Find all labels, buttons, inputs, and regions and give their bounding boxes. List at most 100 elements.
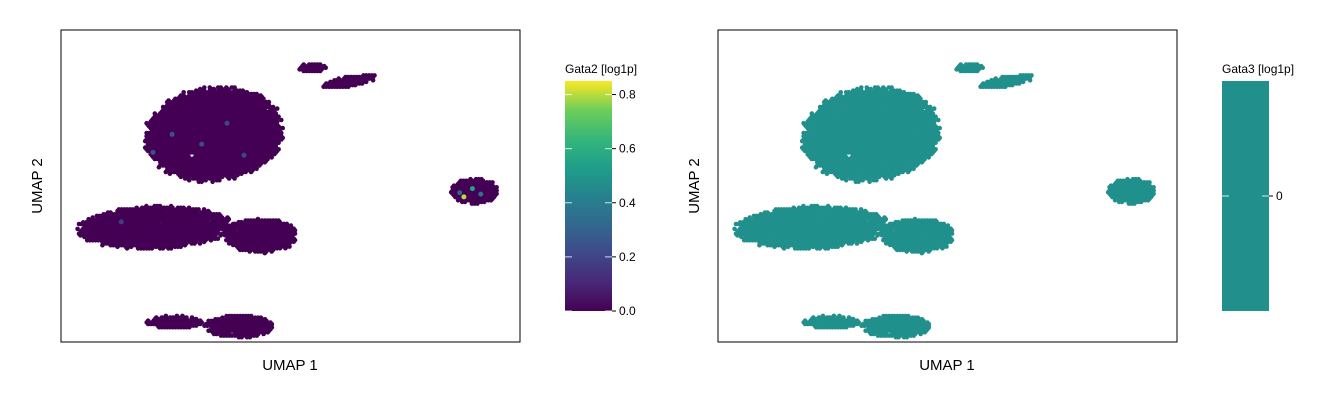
cluster-bottom-blob-b bbox=[202, 313, 275, 340]
cell-point bbox=[240, 88, 246, 93]
cell-point bbox=[205, 208, 211, 214]
umap-points bbox=[732, 62, 1156, 340]
expressing-cell-point bbox=[169, 131, 175, 137]
cell-point bbox=[220, 315, 225, 321]
colorbar-title: Gata2 [log1p] bbox=[565, 62, 637, 76]
cell-point bbox=[168, 203, 174, 209]
cell-point bbox=[262, 317, 268, 322]
cell-point bbox=[1029, 73, 1034, 78]
cell-point bbox=[210, 179, 215, 185]
cell-point bbox=[974, 62, 980, 67]
cell-point bbox=[270, 104, 276, 110]
cell-point bbox=[193, 316, 199, 322]
cell-point bbox=[152, 111, 158, 116]
cell-point bbox=[163, 313, 169, 319]
colorbar-gradient bbox=[565, 81, 612, 311]
x-axis-label: UMAP 1 bbox=[262, 357, 318, 374]
expressing-cell-point bbox=[224, 120, 230, 126]
umap-panel-gata3: UMAP 1 UMAP 2 Gata3 [log1p] 0 bbox=[686, 29, 1294, 374]
expressing-cell-point bbox=[478, 191, 484, 197]
cell-point bbox=[86, 216, 91, 222]
cell-point bbox=[232, 85, 237, 90]
cluster-top-right-strip-b bbox=[978, 73, 1034, 90]
cell-point bbox=[284, 221, 290, 227]
cell-point bbox=[157, 203, 163, 209]
cell-point bbox=[244, 164, 250, 170]
cluster-top-right-strip-b bbox=[321, 73, 377, 90]
umap-panel-gata2: UMAP 1 UMAP 2 Gata2 [log1p] 0.0 0.2 0.4 0.6… bbox=[29, 29, 637, 374]
expressing-cell-point bbox=[461, 194, 467, 200]
cell-point bbox=[145, 318, 151, 324]
cell-point bbox=[280, 125, 286, 131]
cell-point bbox=[276, 147, 281, 152]
cell-point bbox=[181, 205, 186, 211]
cell-point bbox=[189, 315, 195, 320]
cell-point bbox=[268, 320, 273, 325]
cell-point bbox=[494, 185, 499, 190]
colorbar-tick-label: 0.0 bbox=[619, 304, 636, 318]
cell-point bbox=[174, 313, 180, 319]
cell-point bbox=[201, 207, 207, 212]
cell-point bbox=[254, 91, 259, 97]
colorbar-tick-label: 0.6 bbox=[619, 142, 636, 156]
cell-point bbox=[144, 203, 149, 209]
cell-point bbox=[108, 210, 113, 215]
cell-point bbox=[239, 219, 244, 225]
cell-point bbox=[144, 120, 149, 126]
colorbar-tick-label: 0.4 bbox=[619, 196, 636, 210]
cell-point bbox=[958, 62, 963, 67]
cell-point bbox=[184, 315, 189, 320]
expressing-cell-point bbox=[469, 186, 475, 192]
colorbar-gata2: Gata2 [log1p] 0.0 0.2 0.4 0.6 0.8 bbox=[565, 62, 637, 318]
colorbar-tick-label: 0.2 bbox=[619, 250, 636, 264]
cell-point bbox=[154, 315, 159, 320]
cell-point bbox=[979, 63, 984, 69]
expressing-cell-point bbox=[457, 190, 463, 196]
y-axis-label: UMAP 2 bbox=[29, 158, 46, 214]
cell-point bbox=[258, 93, 264, 98]
cell-point bbox=[336, 76, 342, 81]
cell-point bbox=[207, 85, 213, 90]
cluster-upper-left-blob bbox=[799, 85, 942, 185]
cell-point bbox=[372, 73, 377, 78]
umap-points bbox=[75, 62, 499, 340]
cell-point bbox=[180, 313, 185, 319]
expressing-cell-point bbox=[199, 141, 205, 147]
expressing-cell-point bbox=[150, 149, 156, 155]
cell-point bbox=[75, 226, 80, 232]
cluster-middle-left-blob bbox=[75, 203, 236, 251]
colorbar-tick-label: 0.8 bbox=[619, 88, 636, 102]
cell-point bbox=[490, 180, 495, 185]
cell-point bbox=[288, 223, 294, 228]
cell-point bbox=[266, 99, 272, 105]
cell-point bbox=[166, 98, 171, 103]
cell-point bbox=[479, 176, 484, 182]
cell-point bbox=[90, 215, 95, 220]
expressing-cell-point bbox=[241, 152, 247, 158]
cell-point bbox=[255, 216, 261, 222]
cell-point bbox=[189, 90, 195, 95]
cluster-middle-right-blob bbox=[222, 216, 298, 256]
cell-point bbox=[186, 205, 192, 211]
cell-point bbox=[197, 86, 203, 92]
cell-point bbox=[249, 313, 254, 319]
cell-point bbox=[134, 205, 139, 211]
cell-point bbox=[211, 86, 217, 92]
expressing-cell-point bbox=[118, 219, 124, 225]
cluster-top-right-strip-a bbox=[297, 62, 329, 74]
cell-point bbox=[224, 85, 229, 90]
cell-point bbox=[276, 218, 281, 223]
cell-point bbox=[202, 85, 207, 90]
cell-point bbox=[993, 76, 998, 81]
plot-frame bbox=[60, 29, 521, 343]
cluster-right-small-blob bbox=[448, 176, 499, 206]
cell-point bbox=[322, 63, 327, 69]
cell-point bbox=[468, 176, 473, 182]
cell-point bbox=[198, 318, 203, 324]
cell-point bbox=[145, 145, 151, 150]
cell-point bbox=[258, 315, 264, 321]
cell-point bbox=[274, 106, 280, 111]
cell-point bbox=[181, 90, 186, 95]
cluster-top-right-strip-a bbox=[954, 62, 985, 74]
cluster-bottom-blob-a bbox=[144, 313, 204, 330]
